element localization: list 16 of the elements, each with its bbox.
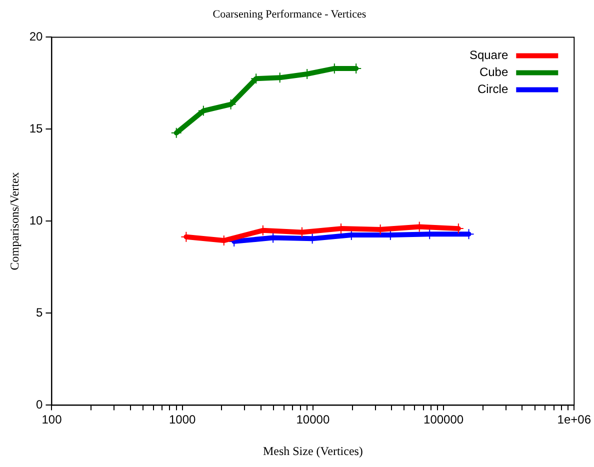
y-tick-label: 15 <box>29 122 44 136</box>
x-axis-title: Mesh Size (Vertices) <box>262 444 363 458</box>
y-axis-title: Comparisons/Vertex <box>7 172 22 270</box>
y-tick-label: 0 <box>36 398 44 412</box>
x-tick-label: 10000 <box>296 412 330 427</box>
y-tick-label: 10 <box>29 214 44 228</box>
y-tick-label: 5 <box>36 306 44 320</box>
legend-label: Cube <box>479 65 508 80</box>
chart-title: Coarsening Performance - Vertices <box>212 8 366 20</box>
y-tick-label: 20 <box>29 30 44 44</box>
legend-label: Circle <box>477 82 508 96</box>
x-tick-label: 1e+06 <box>557 412 592 427</box>
x-tick-label: 100000 <box>424 412 464 427</box>
legend-label: Square <box>469 48 508 62</box>
x-tick-label: 1000 <box>168 412 196 427</box>
x-tick-label: 100 <box>42 412 62 427</box>
